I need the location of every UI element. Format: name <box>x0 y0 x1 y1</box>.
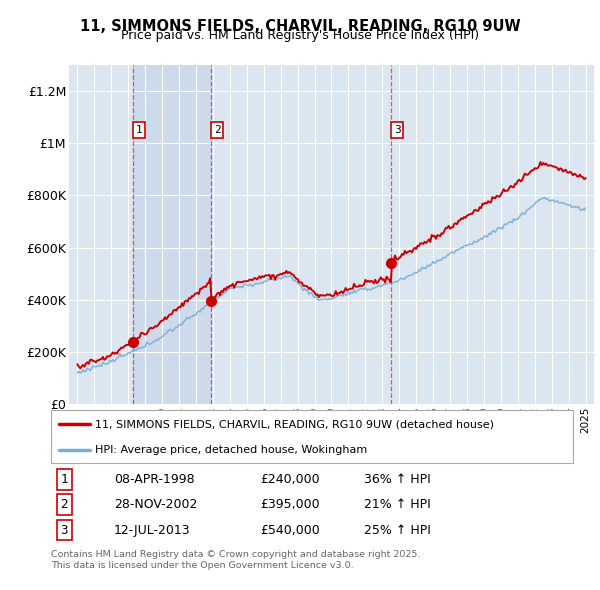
Bar <box>133 65 211 404</box>
Text: 2: 2 <box>61 498 68 511</box>
Text: 36% ↑ HPI: 36% ↑ HPI <box>364 473 431 486</box>
Text: 3: 3 <box>61 523 68 536</box>
Text: 08-APR-1998: 08-APR-1998 <box>113 473 194 486</box>
Text: 25% ↑ HPI: 25% ↑ HPI <box>364 523 431 536</box>
Text: HPI: Average price, detached house, Wokingham: HPI: Average price, detached house, Woki… <box>95 445 368 455</box>
Text: £240,000: £240,000 <box>260 473 319 486</box>
Text: This data is licensed under the Open Government Licence v3.0.: This data is licensed under the Open Gov… <box>51 560 353 569</box>
Text: 3: 3 <box>394 125 401 135</box>
Text: £540,000: £540,000 <box>260 523 320 536</box>
Text: Contains HM Land Registry data © Crown copyright and database right 2025.: Contains HM Land Registry data © Crown c… <box>51 550 421 559</box>
Text: 21% ↑ HPI: 21% ↑ HPI <box>364 498 431 511</box>
Text: Price paid vs. HM Land Registry's House Price Index (HPI): Price paid vs. HM Land Registry's House … <box>121 30 479 42</box>
Text: 12-JUL-2013: 12-JUL-2013 <box>113 523 190 536</box>
Text: 11, SIMMONS FIELDS, CHARVIL, READING, RG10 9UW (detached house): 11, SIMMONS FIELDS, CHARVIL, READING, RG… <box>95 419 494 430</box>
Text: 28-NOV-2002: 28-NOV-2002 <box>113 498 197 511</box>
Text: 1: 1 <box>61 473 68 486</box>
Text: 11, SIMMONS FIELDS, CHARVIL, READING, RG10 9UW: 11, SIMMONS FIELDS, CHARVIL, READING, RG… <box>80 19 520 34</box>
Text: 1: 1 <box>136 125 142 135</box>
Text: 2: 2 <box>214 125 221 135</box>
Text: £395,000: £395,000 <box>260 498 319 511</box>
